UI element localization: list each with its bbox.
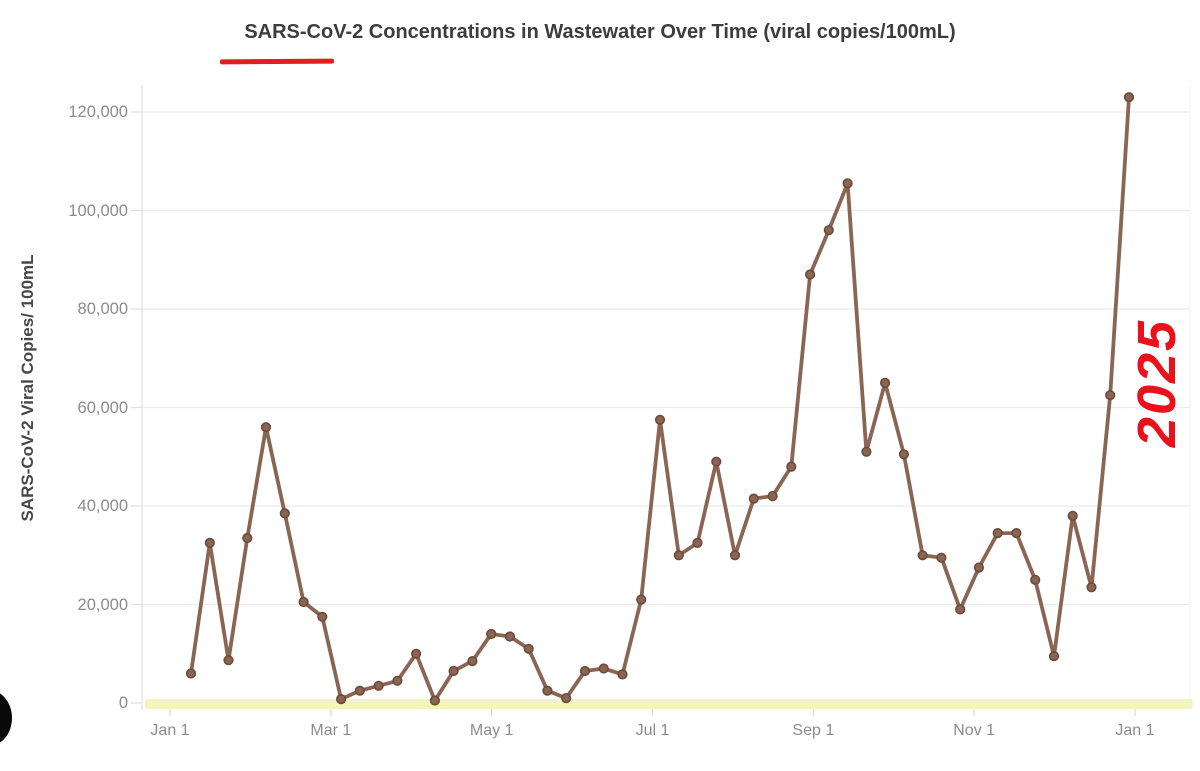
y-tick-label: 80,000	[77, 300, 128, 318]
data-point[interactable]	[673, 550, 684, 561]
y-tick-label: 100,000	[68, 201, 128, 220]
data-point[interactable]	[936, 552, 947, 563]
y-tick-label: 60,000	[77, 398, 128, 417]
data-point[interactable]	[317, 611, 328, 622]
data-point[interactable]	[260, 422, 272, 433]
data-point[interactable]	[411, 648, 422, 659]
x-tick-label: Mar 1	[310, 722, 352, 739]
data-point[interactable]	[598, 663, 609, 674]
data-point[interactable]	[448, 665, 459, 677]
x-tick-label: Jul 1	[635, 722, 670, 739]
data-point[interactable]	[1011, 527, 1022, 539]
data-point[interactable]	[373, 680, 384, 691]
data-point[interactable]	[1048, 651, 1060, 662]
data-point[interactable]	[898, 449, 910, 460]
data-point[interactable]	[842, 178, 853, 189]
data-point[interactable]	[861, 446, 872, 457]
data-point[interactable]	[636, 594, 647, 605]
data-point[interactable]	[711, 456, 722, 467]
x-tick-label: Jan 1	[150, 722, 190, 739]
data-point[interactable]	[279, 508, 290, 519]
y-tick-label: 120,000	[68, 103, 128, 121]
data-point[interactable]	[336, 693, 347, 705]
data-point[interactable]	[467, 655, 478, 667]
y-tick-label: 40,000	[77, 497, 128, 515]
data-point[interactable]	[185, 668, 197, 679]
y-tick-label: 0	[118, 694, 128, 712]
zero-highlight-band	[145, 699, 1193, 709]
data-point[interactable]	[579, 665, 591, 677]
data-point[interactable]	[504, 631, 516, 642]
x-tick-label: Sep 1	[792, 722, 835, 739]
data-point[interactable]	[692, 537, 703, 549]
data-point[interactable]	[429, 695, 441, 706]
data-point[interactable]	[879, 377, 891, 389]
data-point[interactable]	[748, 493, 759, 504]
data-point[interactable]	[973, 562, 985, 573]
data-point[interactable]	[767, 491, 778, 502]
cropped-ink-artifact	[0, 693, 12, 743]
series-line	[189, 95, 1131, 703]
x-tick-label: Nov 1	[953, 722, 996, 739]
chart-title: SARS-CoV-2 Concentrations in Wastewater …	[244, 21, 956, 43]
data-point[interactable]	[561, 692, 572, 704]
data-point[interactable]	[823, 225, 834, 236]
x-tick-label: May 1	[469, 722, 514, 739]
data-point[interactable]	[729, 550, 741, 561]
data-point[interactable]	[1123, 92, 1135, 103]
year-2025-annotation: 2025	[1127, 318, 1187, 448]
data-point[interactable]	[204, 537, 215, 549]
data-point[interactable]	[392, 675, 403, 686]
data-point[interactable]	[523, 643, 534, 654]
data-point[interactable]	[1030, 574, 1041, 586]
data-point[interactable]	[354, 685, 365, 696]
data-point[interactable]	[542, 685, 553, 696]
data-point[interactable]	[298, 596, 309, 608]
data-point[interactable]	[242, 532, 253, 544]
data-point[interactable]	[1067, 510, 1078, 522]
data-point[interactable]	[617, 669, 628, 680]
data-point[interactable]	[486, 628, 497, 640]
data-point[interactable]	[1086, 582, 1097, 593]
x-tick-label: Jan 1	[1115, 722, 1155, 739]
data-point[interactable]	[654, 414, 666, 425]
data-point[interactable]	[223, 655, 234, 666]
data-point[interactable]	[804, 269, 816, 280]
data-point[interactable]	[992, 527, 1003, 539]
data-point[interactable]	[1105, 390, 1116, 401]
data-point[interactable]	[786, 461, 797, 472]
data-point[interactable]	[955, 604, 966, 615]
data-point[interactable]	[917, 550, 928, 561]
y-tick-label: 20,000	[77, 595, 128, 614]
